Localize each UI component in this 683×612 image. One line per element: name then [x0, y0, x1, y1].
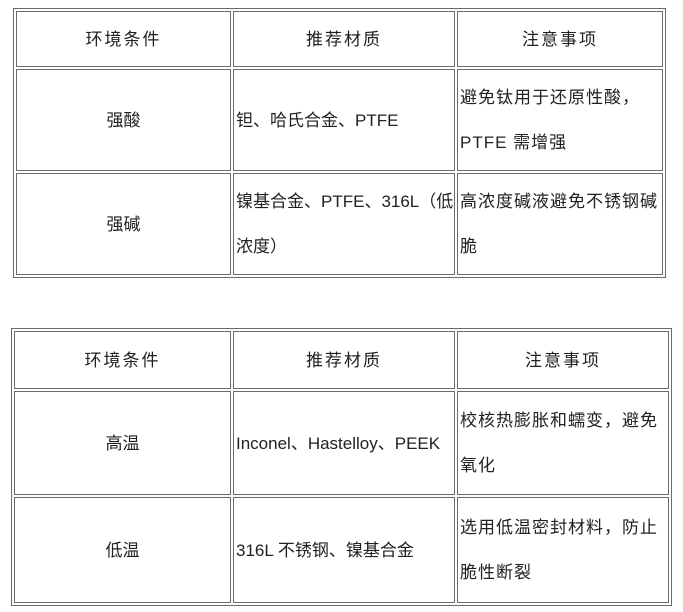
materials-cell: 镍基合金、PTFE、316L（低 浓度） [233, 173, 455, 275]
cell-line: 校核热膨胀和蠕变，避免 [460, 411, 658, 430]
header-cell-environment: 环境条件 [14, 331, 231, 389]
cell-line: 脆性断裂 [460, 563, 532, 582]
cell-line: 脆 [460, 237, 478, 256]
header-label: 注意事项 [525, 350, 601, 370]
notes-cell: 避免钛用于还原性酸， PTFE 需增强 [457, 69, 663, 171]
condition-label: 低温 [105, 540, 140, 560]
materials-cell: 316L 不锈钢、镍基合金 [233, 497, 455, 603]
cell-line: 钽、哈氏合金、PTFE [236, 110, 399, 130]
table-row-high-temperature: 高温 Inconel、Hastelloy、PEEK 校核热膨胀和蠕变，避免 氧化 [14, 391, 669, 495]
header-label: 环境条件 [85, 29, 162, 49]
cell-line: PTFE 需增强 [460, 133, 568, 152]
header-label: 推荐材质 [306, 29, 382, 49]
condition-label: 强酸 [106, 110, 141, 130]
temperature-table: 环境条件 推荐材质 注意事项 高温 Inconel、Hastelloy、PEEK… [11, 328, 672, 606]
condition-cell: 高温 [14, 391, 231, 495]
corrosive-media-table: 环境条件 推荐材质 注意事项 强酸 钽、哈氏合金、PTFE 避免钛用于还原性酸，… [13, 8, 666, 278]
materials-cell: Inconel、Hastelloy、PEEK [233, 391, 455, 495]
header-cell-notes: 注意事项 [457, 331, 669, 389]
condition-cell: 强酸 [16, 69, 231, 171]
header-label: 注意事项 [522, 29, 598, 49]
notes-cell: 选用低温密封材料，防止 脆性断裂 [457, 497, 669, 603]
condition-cell: 强碱 [16, 173, 231, 275]
cell-line: 316L 不锈钢、镍基合金 [236, 540, 414, 560]
cell-line: 选用低温密封材料，防止 [460, 518, 658, 537]
condition-cell: 低温 [14, 497, 231, 603]
header-label: 推荐材质 [306, 350, 382, 370]
cell-line: 镍基合金、PTFE、316L（低 [236, 192, 454, 211]
header-cell-materials: 推荐材质 [233, 11, 455, 67]
table-header-row: 环境条件 推荐材质 注意事项 [14, 331, 669, 389]
cell-line: 高浓度碱液避免不锈钢碱 [460, 192, 658, 211]
header-cell-environment: 环境条件 [16, 11, 231, 67]
cell-line: 浓度） [236, 237, 287, 256]
header-cell-notes: 注意事项 [457, 11, 663, 67]
header-cell-materials: 推荐材质 [233, 331, 455, 389]
table-row-strong-acid: 强酸 钽、哈氏合金、PTFE 避免钛用于还原性酸， PTFE 需增强 [16, 69, 663, 171]
table-row-low-temperature: 低温 316L 不锈钢、镍基合金 选用低温密封材料，防止 脆性断裂 [14, 497, 669, 603]
table-row-strong-alkali: 强碱 镍基合金、PTFE、316L（低 浓度） 高浓度碱液避免不锈钢碱 脆 [16, 173, 663, 275]
cell-line: Inconel、Hastelloy、PEEK [236, 433, 441, 453]
notes-cell: 高浓度碱液避免不锈钢碱 脆 [457, 173, 663, 275]
condition-label: 高温 [105, 433, 140, 453]
notes-cell: 校核热膨胀和蠕变，避免 氧化 [457, 391, 669, 495]
header-label: 环境条件 [84, 350, 161, 370]
cell-line: 氧化 [460, 456, 496, 475]
condition-label: 强碱 [106, 214, 141, 234]
table-header-row: 环境条件 推荐材质 注意事项 [16, 11, 663, 67]
cell-line: 避免钛用于还原性酸， [460, 88, 640, 107]
materials-cell: 钽、哈氏合金、PTFE [233, 69, 455, 171]
